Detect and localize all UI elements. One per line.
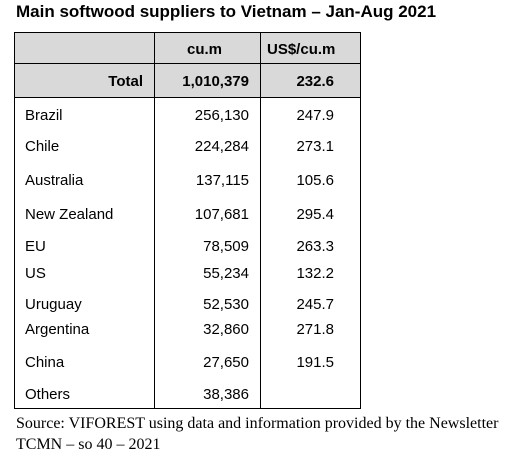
column-divider-1 [154,33,155,408]
column-header-price: US$/cu.m [267,41,336,58]
row-country: EU [25,238,46,255]
row-volume: 107,681 [194,206,249,223]
row-volume: 27,650 [203,354,249,371]
column-header-volume: cu.m [187,41,223,58]
table-header-shade [15,33,360,97]
row-volume: 32,860 [203,321,249,338]
row-price: 105.6 [296,172,334,189]
source-note: Source: VIFOREST using data and informat… [16,415,499,453]
row-volume: 137,115 [195,172,249,189]
row-country: Others [25,386,71,403]
column-divider-2 [260,33,261,408]
row-country: Uruguay [25,296,82,313]
row-price: 245.7 [296,296,334,313]
row-price: 263.3 [296,238,334,255]
row-country: Chile [25,138,60,155]
row-volume: 52,530 [203,296,249,313]
row-volume: 55,234 [203,265,249,282]
row-country: China [25,354,65,371]
total-price: 232.6 [296,73,334,90]
row-price: 271.8 [296,321,334,338]
row-volume: 224,284 [194,138,249,155]
row-price: 295.4 [296,206,334,223]
row-country: Australia [25,172,84,189]
row-price: 273.1 [296,138,334,155]
row-price: 191.5 [296,354,334,371]
row-country: Argentina [25,321,90,338]
total-volume: 1,010,379 [182,73,249,90]
header-row-divider [15,63,360,64]
suppliers-table: cu.m US$/cu.m Total 1,010,379 232.6 Braz… [14,32,361,409]
row-price: 132.2 [296,265,334,282]
row-country: Brazil [25,107,63,124]
row-volume: 78,509 [203,238,249,255]
row-country: US [25,265,46,282]
page-title: Main softwood suppliers to Vietnam – Jan… [16,2,437,21]
row-country: New Zealand [25,206,114,223]
row-volume: 38,386 [203,386,249,403]
row-volume: 256,130 [194,107,249,124]
row-price: 247.9 [296,107,334,124]
total-row-divider [15,97,360,98]
total-label: Total [108,73,143,90]
